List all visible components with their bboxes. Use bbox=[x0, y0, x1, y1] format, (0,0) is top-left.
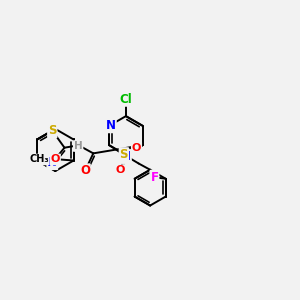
Text: Cl: Cl bbox=[119, 93, 132, 106]
Text: H: H bbox=[74, 141, 82, 151]
Text: O: O bbox=[80, 164, 90, 177]
Text: S: S bbox=[48, 124, 56, 137]
Text: F: F bbox=[151, 171, 158, 184]
Text: O: O bbox=[132, 143, 141, 153]
Text: S: S bbox=[120, 148, 128, 161]
Text: O: O bbox=[51, 154, 60, 164]
Text: N: N bbox=[47, 156, 57, 169]
Text: N: N bbox=[121, 150, 131, 163]
Text: O: O bbox=[116, 165, 125, 175]
Text: N: N bbox=[106, 119, 116, 132]
Text: CH₃: CH₃ bbox=[29, 154, 49, 164]
